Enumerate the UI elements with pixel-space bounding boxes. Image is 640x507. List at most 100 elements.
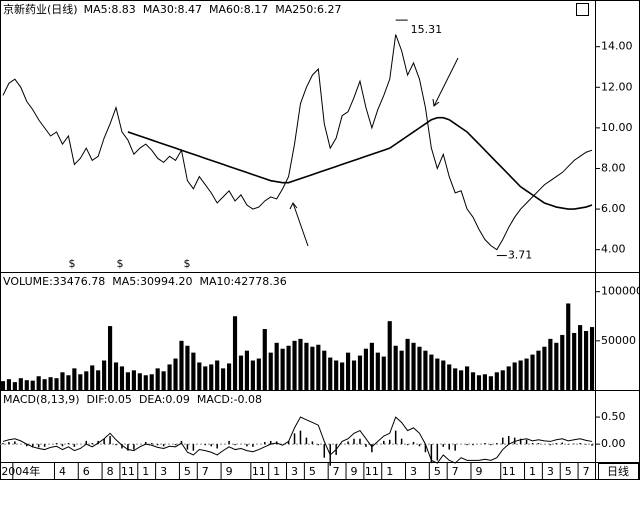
volume-bar xyxy=(399,350,404,390)
y-tick-label: 4.00 xyxy=(601,243,626,256)
volume-bar xyxy=(328,357,333,390)
volume-bar xyxy=(304,342,309,390)
volume-bar xyxy=(447,364,452,390)
arrow xyxy=(433,57,459,107)
volume-bar xyxy=(137,373,142,390)
period-label[interactable]: 日线 xyxy=(607,464,629,478)
y-tick-label: 6.00 xyxy=(601,202,626,215)
volume-bar xyxy=(381,356,386,390)
arrow-head xyxy=(432,98,440,107)
y-tick-label: 12.00 xyxy=(601,80,633,93)
y-tick-label: 14.00 xyxy=(601,40,633,53)
legend-entry: DIF:0.05 xyxy=(87,393,132,406)
volume-bar xyxy=(232,316,238,390)
x-tick-label: 3 xyxy=(410,465,417,478)
volume-bar xyxy=(411,342,416,390)
volume-bar xyxy=(566,303,571,390)
volume-bar xyxy=(256,358,261,390)
volume-bar xyxy=(530,354,535,390)
legend-entry: MA5:30994.20 xyxy=(112,275,192,288)
volume-bar xyxy=(316,344,321,390)
volume-bar xyxy=(274,342,279,390)
volume-bar xyxy=(238,355,244,390)
volume-bar xyxy=(280,348,285,390)
window-button[interactable] xyxy=(576,3,589,16)
chart-title: 京新药业(日线) xyxy=(3,2,78,16)
volume-bar xyxy=(363,348,369,390)
x-tick-label: 9 xyxy=(351,465,358,478)
x-tick-label: 1 xyxy=(529,465,536,478)
volume-bar xyxy=(292,340,297,390)
volume-bar xyxy=(476,375,482,390)
volume-bar xyxy=(536,350,541,390)
volume-bar xyxy=(340,362,345,390)
legend-entry: MA250:6.27 xyxy=(275,3,341,16)
volume-bar xyxy=(464,366,470,390)
volume-bar xyxy=(197,362,202,390)
volume-bar xyxy=(155,368,160,390)
arrow xyxy=(292,202,309,247)
volume-bar xyxy=(554,342,559,390)
volume-bar xyxy=(102,360,107,390)
legend-entry: DEA:0.09 xyxy=(139,393,190,406)
x-tick-label: 5 xyxy=(434,465,441,478)
legend-entry: MA60:8.17 xyxy=(209,3,268,16)
volume-bar xyxy=(482,374,488,390)
volume-bar xyxy=(149,374,154,390)
volume-bar xyxy=(583,331,589,390)
volume-bar xyxy=(250,360,255,390)
volume-bar xyxy=(167,364,172,390)
volume-bar xyxy=(357,355,363,390)
volume-bar xyxy=(512,362,517,390)
period-box[interactable] xyxy=(598,463,639,480)
volume-bar xyxy=(84,371,89,390)
volume-bar xyxy=(119,366,125,390)
volume-bar xyxy=(72,368,77,390)
arrow-head xyxy=(289,202,298,210)
x-tick-label: 5 xyxy=(309,465,316,478)
high-label: 15.31 xyxy=(411,23,443,36)
y-tick-label: 10.00 xyxy=(601,121,633,134)
x-tick-label: 3 xyxy=(547,465,554,478)
volume-bar xyxy=(548,338,553,390)
volume-bar xyxy=(518,360,523,390)
volume-bar xyxy=(393,345,398,390)
volume-bar xyxy=(500,370,505,390)
y-tick-label: 0.50 xyxy=(601,410,626,423)
x-tick-label: 4 xyxy=(59,465,66,478)
volume-bar xyxy=(203,366,208,390)
volume-bar xyxy=(506,366,511,390)
volume-bar xyxy=(560,334,565,390)
volume-bar xyxy=(161,371,166,390)
volume-bar xyxy=(459,370,464,390)
volume-bar xyxy=(143,375,148,390)
series-line xyxy=(2,34,593,251)
volume-bar xyxy=(286,345,291,390)
volume-bar xyxy=(90,365,95,390)
volume-bar xyxy=(125,372,131,390)
volume-bar xyxy=(30,380,35,390)
x-tick-label: 5 xyxy=(184,465,191,478)
x-tick-label: 11 xyxy=(121,465,135,478)
event-marker: $ xyxy=(184,257,191,270)
volume-bar xyxy=(441,360,446,390)
x-tick-label: 3 xyxy=(291,465,298,478)
event-marker: $ xyxy=(117,257,124,270)
volume-bar xyxy=(417,346,422,390)
x-tick-label: 7 xyxy=(202,465,209,478)
x-tick-label: 7 xyxy=(452,465,459,478)
volume-bar xyxy=(36,376,41,390)
x-tick-label: 11 xyxy=(502,465,516,478)
volume-bar xyxy=(435,358,440,390)
legend-entry: MA10:42778.36 xyxy=(199,275,286,288)
legend-entry: MACD:-0.08 xyxy=(197,393,262,406)
volume-bar xyxy=(578,325,583,390)
volume-bar xyxy=(387,321,392,390)
x-tick-label: 8 xyxy=(107,465,114,478)
x-tick-label: 5 xyxy=(565,465,572,478)
volume-bar xyxy=(494,372,499,390)
legend-entry: MA5:8.83 xyxy=(84,3,136,16)
low-label: 3.71 xyxy=(508,249,533,262)
